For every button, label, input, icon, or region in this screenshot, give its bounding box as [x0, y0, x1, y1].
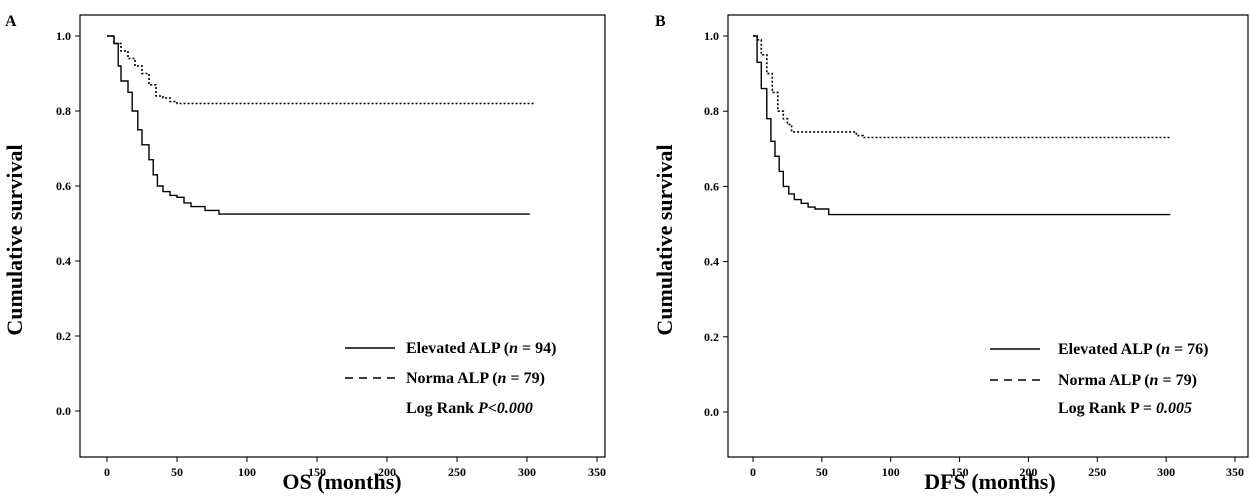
survival-curve-norma-alp	[107, 35, 534, 105]
y-tick-label: 0.2	[704, 330, 719, 344]
x-tick-label: 350	[588, 465, 606, 479]
x-tick-label: 200	[1019, 465, 1037, 479]
y-tick-label: 1.0	[704, 29, 719, 43]
y-axis-title-b: Cumulative survival	[652, 144, 677, 335]
plot-frame-b	[727, 14, 1249, 458]
x-tick-label: 300	[1157, 465, 1175, 479]
log-rank-annotation-a: Log Rank P<0.000	[406, 400, 533, 417]
legend-item-elevated-a: Elevated ALP (n = 94)	[406, 340, 556, 357]
x-tick-label: 150	[308, 465, 326, 479]
legend-a: Elevated ALP (n = 94) Norma ALP (n = 79)…	[345, 340, 556, 417]
x-axis-ticks-a: 0 50 100 150 200 250 300 350	[104, 457, 606, 479]
y-tick-label: 0.6	[704, 179, 719, 193]
plot-frame-a	[79, 14, 606, 458]
y-tick-label: 0.2	[56, 329, 71, 343]
y-tick-label: 1.0	[56, 29, 71, 43]
x-tick-label: 50	[171, 465, 183, 479]
x-tick-label: 350	[1226, 465, 1244, 479]
x-axis-ticks-b: 0 50 100 150 200 250 300 350	[750, 457, 1244, 479]
y-tick-label: 0.4	[704, 255, 719, 269]
y-tick-label: 0.4	[56, 254, 71, 268]
panel-label-a: A	[5, 13, 17, 30]
survival-curve-norma-alp	[753, 35, 1171, 139]
x-tick-label: 250	[448, 465, 466, 479]
y-tick-label: 0.8	[56, 104, 71, 118]
x-tick-label: 0	[750, 465, 756, 479]
x-tick-label: 250	[1088, 465, 1106, 479]
x-tick-label: 50	[816, 465, 828, 479]
x-tick-label: 100	[882, 465, 900, 479]
y-axis-ticks-a: 0.0 0.2 0.4 0.6 0.8 1.0	[56, 29, 80, 418]
survival-curve-elevated-alp	[107, 35, 530, 215]
x-axis-title-b: DFS (months)	[924, 469, 1055, 494]
series-group-b	[753, 35, 1171, 216]
panel-label-b: B	[655, 13, 666, 30]
chart-panel-b: B Cumulative survival DFS (months) 0.00.…	[652, 13, 1249, 494]
x-axis-title-a: OS (months)	[282, 469, 401, 494]
y-axis-ticks-b: 0.0 0.2 0.4 0.6 0.8 1.0	[704, 29, 728, 419]
legend-item-elevated-b: Elevated ALP (n = 76)	[1058, 341, 1208, 358]
x-tick-label: 100	[238, 465, 256, 479]
x-tick-label: 300	[518, 465, 536, 479]
series-group-a	[107, 35, 534, 215]
legend-b: Elevated ALP (n = 76) Norma ALP (n = 79)…	[990, 341, 1208, 417]
x-tick-label: 0	[104, 465, 110, 479]
survival-curve-elevated-alp	[753, 35, 1171, 216]
y-tick-label: 0.0	[56, 404, 71, 418]
y-tick-label: 0.6	[56, 179, 71, 193]
y-tick-label: 0.0	[704, 405, 719, 419]
y-tick-label: 0.8	[704, 104, 719, 118]
x-tick-label: 200	[378, 465, 396, 479]
chart-panel-a: A Cumulative survival OS (months) 0.0 0.2…	[2, 13, 606, 494]
legend-item-normal-b: Norma ALP (n = 79)	[1058, 372, 1197, 389]
x-tick-label: 150	[951, 465, 969, 479]
log-rank-annotation-b: Log Rank P = 0.005	[1058, 400, 1192, 417]
legend-item-normal-a: Norma ALP (n = 79)	[406, 370, 545, 387]
y-axis-title-a: Cumulative survival	[2, 144, 27, 335]
